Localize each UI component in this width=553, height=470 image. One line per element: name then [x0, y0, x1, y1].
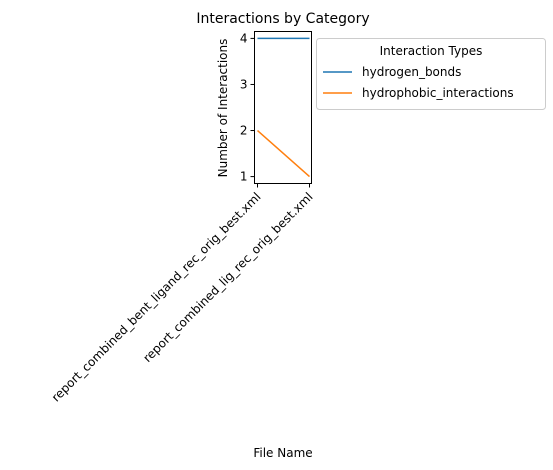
legend-items: hydrogen_bonds hydrophobic_interactions: [323, 65, 514, 100]
series-line-hydrophobic_interactions: [257, 129, 310, 178]
y-tick-label: 1: [240, 170, 248, 184]
x-tick-label: report_combined_bent_ligand_rec_orig_bes…: [49, 190, 264, 405]
legend-box: [316, 38, 546, 110]
legend-title: Interaction Types: [380, 44, 483, 58]
y-axis-ticks: 1 2 3 4: [240, 31, 255, 184]
y-tick-label: 3: [240, 77, 248, 91]
x-axis-label: File Name: [253, 446, 312, 460]
legend: Interaction Types hydrogen_bonds hydropho…: [316, 38, 546, 110]
y-tick-label: 4: [240, 31, 248, 45]
x-axis-ticks: report_combined_bent_ligand_rec_orig_bes…: [49, 183, 316, 405]
legend-label: hydrogen_bonds: [362, 65, 461, 79]
y-axis-label: Number of Interactions: [216, 39, 230, 178]
chart-title: Interactions by Category: [196, 11, 369, 27]
series-lines: [257, 37, 310, 178]
plot-frame: [254, 31, 312, 184]
y-tick-label: 2: [240, 124, 248, 138]
legend-label: hydrophobic_interactions: [362, 86, 514, 100]
